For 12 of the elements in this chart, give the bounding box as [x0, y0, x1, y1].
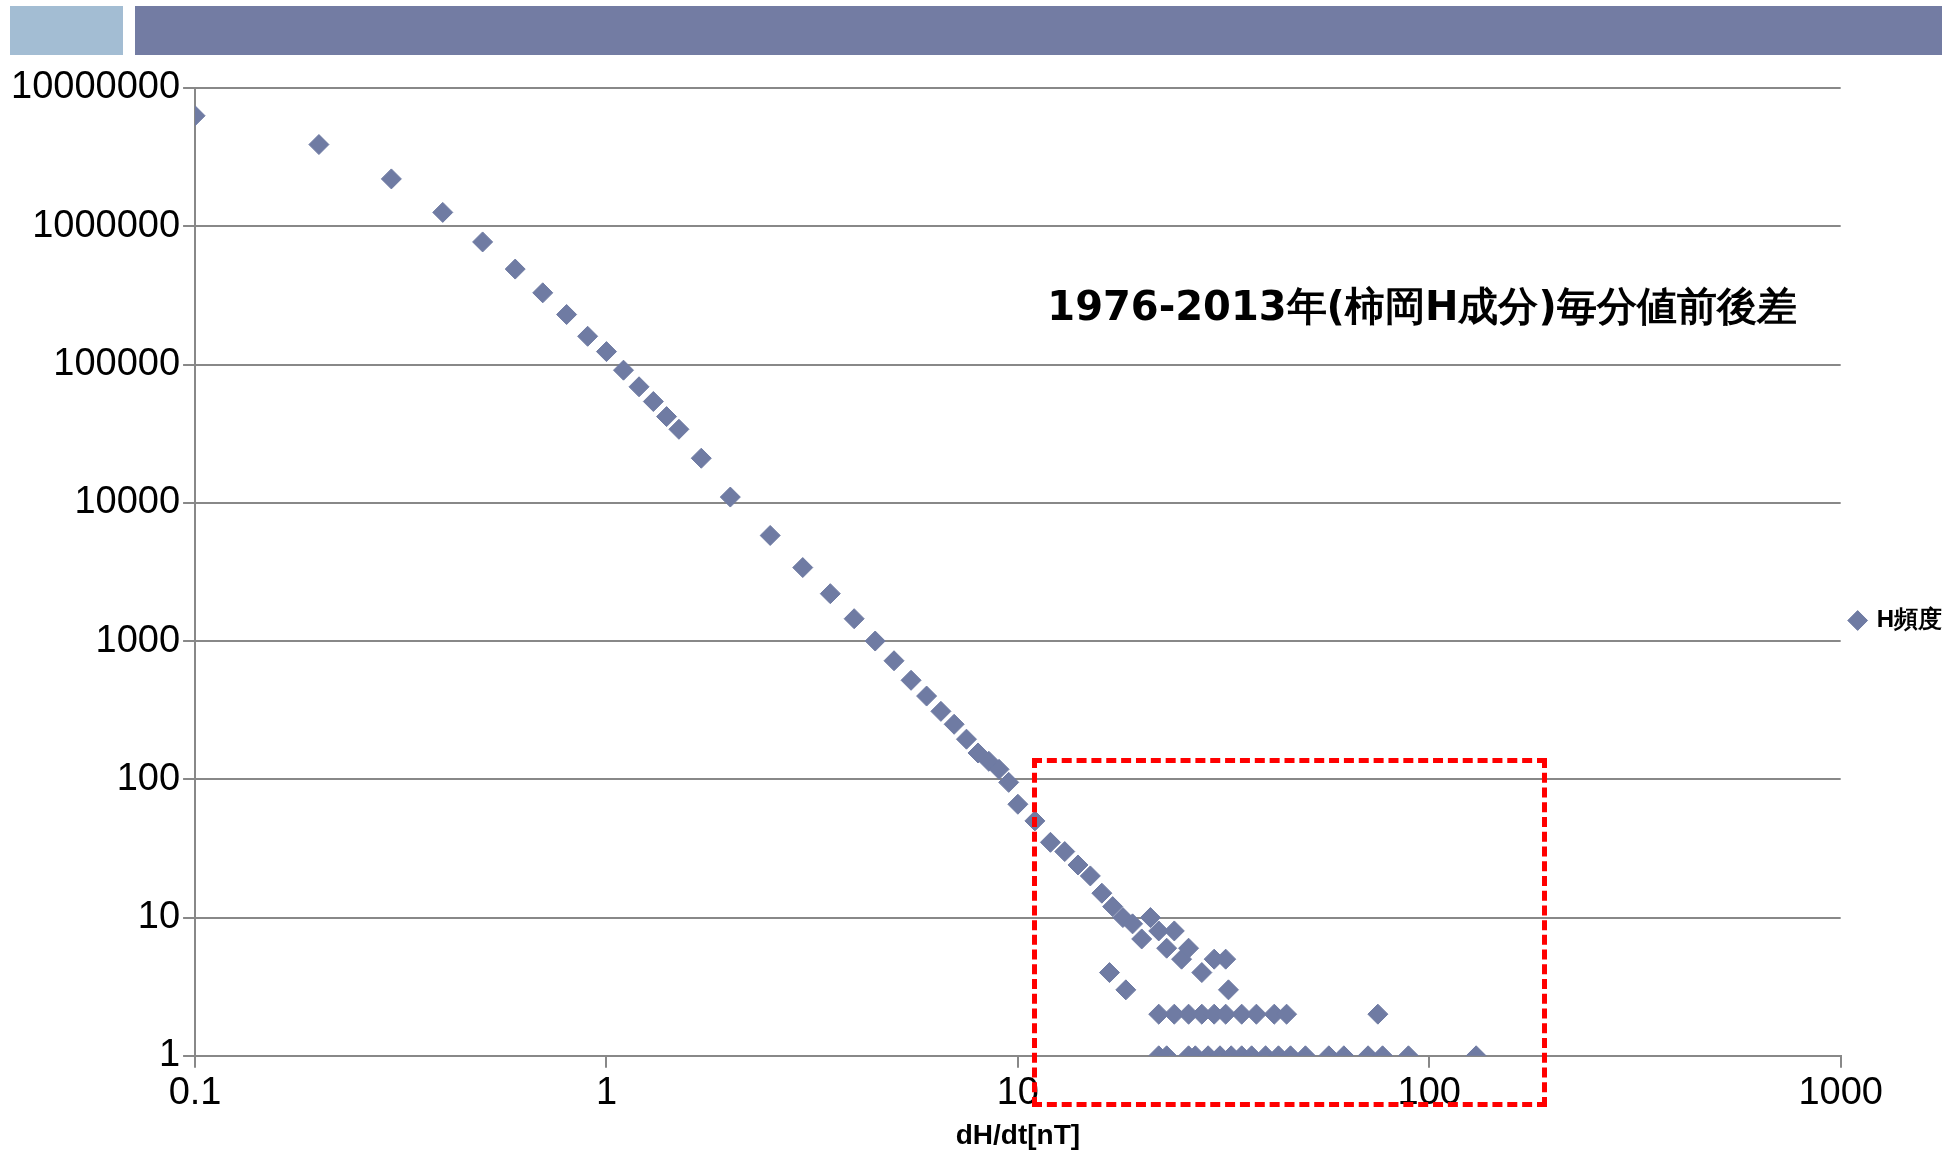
x-tick-label: 1: [595, 1070, 618, 1113]
y-tick-label: 1000: [95, 617, 181, 660]
y-tick-label: 100: [116, 755, 181, 798]
annotation: 1976-2013年(柿岡H成分)毎分値前後差: [1047, 283, 1797, 330]
y-tick-label: 1000000: [32, 202, 181, 245]
y-tick-label: 100000: [53, 341, 181, 383]
x-tick-label: 1000: [1798, 1070, 1883, 1113]
y-tick-label: 10: [137, 894, 181, 937]
y-tick-label: 10000000: [10, 64, 181, 107]
y-tick-label: 10000: [74, 479, 181, 522]
x-axis-title: dH/dt[nT]: [955, 1118, 1081, 1150]
legend-label: H頻度: [1876, 605, 1943, 633]
